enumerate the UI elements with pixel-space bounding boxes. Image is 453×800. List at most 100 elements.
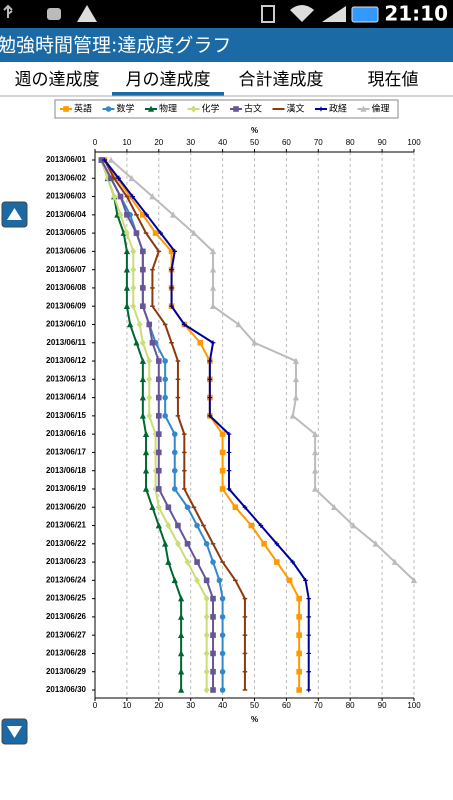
marker [391,558,398,565]
marker [178,668,185,675]
x-tick-label: 90 [378,701,387,710]
marker [203,631,210,639]
marker [178,650,185,657]
marker [171,449,178,456]
marker [142,430,150,437]
legend-label: 物理 [159,103,177,115]
y-tick-label: 2013/06/20 [46,502,87,511]
marker [203,540,210,547]
x-tick-label: 40 [218,138,227,147]
marker [142,467,150,474]
marker [156,413,162,419]
marker [178,595,185,602]
y-tick-label: 2013/06/03 [46,192,87,201]
marker [194,559,200,565]
marker [306,651,312,656]
marker [158,230,164,236]
tab[interactable]: 週の達成度 [15,70,100,90]
x-axis-title: % [251,715,258,724]
x-tick-label: 70 [314,138,323,147]
series-line [100,159,183,690]
marker [156,358,162,364]
marker [258,523,264,528]
marker [139,412,146,419]
marker [306,614,312,620]
marker [142,485,150,492]
marker [312,448,319,456]
marker [296,614,302,620]
marker [142,448,150,456]
y-tick-label: 2013/06/11 [46,338,86,347]
marker [111,192,118,201]
marker [178,613,185,620]
tab[interactable]: 合計達成度 [239,70,324,90]
warning-icon [77,5,97,22]
marker [410,576,418,584]
marker [162,358,168,364]
x-tick-label: 60 [282,701,291,710]
marker [203,686,210,694]
y-tick-label: 2013/06/06 [46,246,87,255]
x-tick-label: 10 [122,138,131,147]
series-line [103,159,301,690]
marker [174,540,181,548]
x-tick-label: 100 [407,138,421,147]
marker [350,522,357,529]
marker [226,486,232,492]
marker [203,668,210,676]
marker [162,540,169,547]
marker [136,320,143,329]
marker [306,596,312,601]
legend-label: 数学 [117,103,135,115]
marker [162,394,168,401]
marker [306,669,312,675]
y-tick-label: 2013/06/23 [46,557,87,566]
y-tick-label: 2013/06/27 [46,630,87,639]
marker [292,357,300,364]
scroll-down-button[interactable] [1,718,28,745]
marker [139,339,146,347]
x-tick-label: 100 [407,701,421,710]
series [102,159,248,691]
marker [130,247,137,255]
y-tick-label: 2013/06/30 [46,685,87,694]
marker [235,321,242,328]
marker [155,522,162,529]
marker [219,595,226,602]
scroll-up-button[interactable] [1,201,28,228]
series [101,157,302,693]
x-tick-label: 30 [186,138,195,147]
marker [123,247,131,255]
marker [156,486,162,492]
x-tick-label: 50 [250,138,259,147]
marker [155,503,162,511]
x-tick-label: 70 [314,701,323,710]
marker [169,303,174,309]
marker [219,614,226,620]
tab[interactable]: 現在値 [368,70,419,90]
marker [184,540,191,547]
marker [216,577,223,584]
legend-marker [147,105,155,112]
x-tick-label: 90 [378,138,387,147]
marker [156,449,162,456]
marker [139,394,146,401]
legend-marker [105,106,112,112]
marker [123,284,131,291]
marker [144,212,149,218]
legend [54,99,399,119]
marker [219,467,226,474]
marker [149,339,156,346]
series-line [110,159,415,582]
marker [169,267,174,272]
marker [296,595,302,602]
x-tick-label: 20 [154,701,163,710]
marker [130,194,135,199]
legend-label: 漢文 [287,103,305,115]
tab[interactable]: 月の達成度 [126,70,211,90]
marker [140,303,146,310]
legend-marker [318,106,324,112]
down-arrow [7,726,22,738]
series-line [103,159,310,690]
